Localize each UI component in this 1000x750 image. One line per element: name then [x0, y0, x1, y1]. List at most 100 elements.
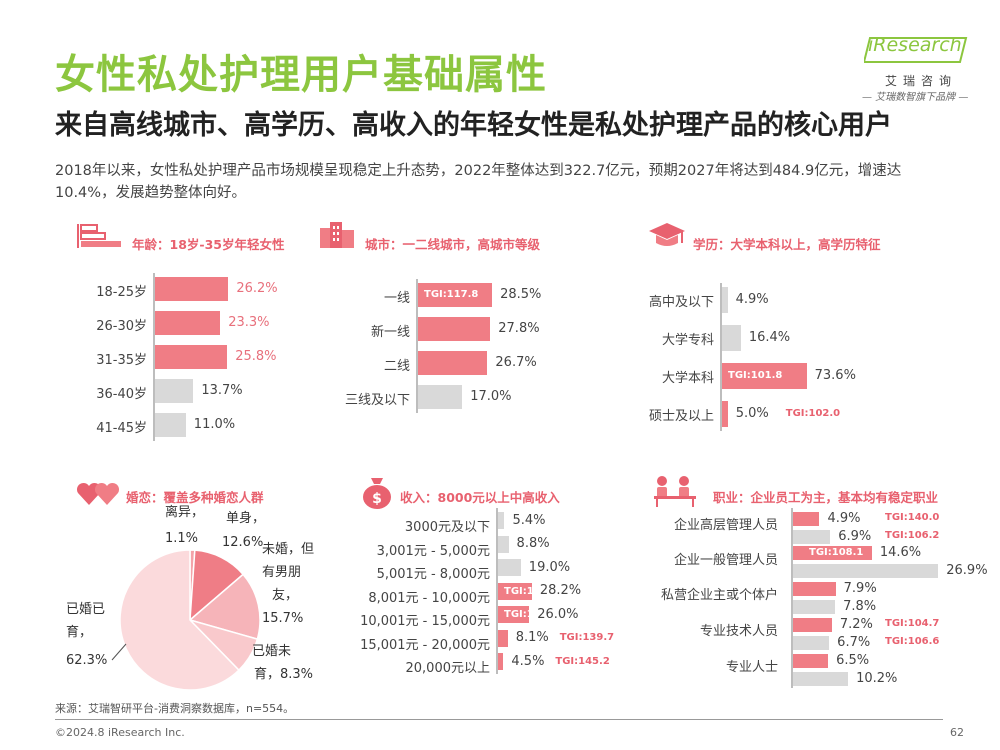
pie-label-bf-value: 15.7% — [262, 611, 304, 626]
office-workers-icon — [654, 476, 696, 507]
bar — [418, 317, 491, 341]
bar-value: 8.8% — [516, 536, 550, 551]
bar-value: 8.1% — [515, 630, 549, 645]
axis-line — [791, 508, 793, 688]
svg-text:$: $ — [372, 491, 382, 507]
pie-label-divorced-name: 离异， — [165, 505, 205, 520]
bar-value: 13.7% — [201, 383, 243, 398]
job-label: 专业人士 — [725, 660, 778, 675]
graduation-cap-icon — [649, 223, 685, 246]
tgi-label: TGI:117.8 — [424, 289, 479, 300]
tgi-label: TGI:116.5 — [504, 585, 559, 597]
bar — [498, 512, 505, 529]
bar-label: 10,001元 - 15,000元 — [360, 614, 490, 629]
job-value: 6.7% — [837, 635, 871, 650]
job-label: 专业技术人员 — [699, 624, 778, 639]
axis-line — [496, 508, 498, 674]
bar — [155, 345, 228, 369]
age-icon — [77, 224, 121, 248]
bar-value: 5.4% — [512, 512, 546, 528]
footer-divider — [55, 719, 943, 720]
bar — [155, 379, 194, 403]
pie-label-single-value: 12.6% — [222, 535, 264, 550]
bar-value: 28.5% — [500, 287, 542, 302]
marriage-pie-chart — [120, 549, 261, 691]
bar: TGI:117.8 — [418, 283, 493, 307]
bar — [155, 311, 221, 335]
tgi-label-outside: TGI:140.0 — [885, 512, 940, 523]
bar-value: 4.9% — [735, 292, 769, 307]
bar-value: 4.5% — [511, 653, 545, 669]
job-bar — [793, 582, 836, 596]
income-title: 收入：8000元以上中高收入 — [400, 490, 560, 505]
bar — [498, 535, 509, 553]
bar: TGI:116.5 — [498, 582, 558, 600]
footer-copyright: ©2024.8 iResearch Inc. — [55, 726, 185, 739]
pie-label-single-name: 单身， — [226, 511, 266, 526]
bar-label: 大学本科 — [661, 371, 714, 386]
tgi-label-outside: TGI:104.7 — [885, 618, 940, 629]
job-bar — [793, 512, 820, 526]
hearts-icon — [76, 482, 120, 505]
pie-slice — [188, 573, 261, 641]
tgi-label: TGI:101.8 — [728, 370, 783, 381]
bar — [498, 653, 504, 670]
pie-label-married-nokids: 已婚未 育，8.3% — [250, 642, 313, 685]
job-value: 10.2% — [856, 671, 898, 686]
job-title: 职业：企业员工为主，基本均有稳定职业 — [713, 490, 939, 505]
bar-value: 26.0% — [537, 606, 579, 622]
bar-label: 20,000元以上 — [405, 661, 491, 676]
pie-label-mk-line1: 已婚已 — [66, 602, 106, 617]
axis-line — [720, 283, 722, 431]
pie-label-bf-line3: 友， — [272, 588, 299, 603]
tgi-label-outside: TGI:106.2 — [885, 530, 940, 541]
bar-label: 5,001元 - 8,000元 — [376, 567, 490, 582]
job-value: 7.8% — [843, 599, 877, 614]
job-bar — [793, 530, 831, 544]
bar — [155, 413, 186, 437]
tgi-label: TGI:108.1 — [809, 547, 864, 558]
bar — [418, 351, 488, 375]
bar — [722, 287, 728, 313]
pie-label-divorced-value: 1.1% — [165, 531, 199, 546]
age-title: 年龄：18岁-35岁年轻女性 — [132, 237, 285, 252]
bar-value: 5.0% — [735, 406, 769, 421]
job-bar — [793, 654, 829, 668]
job-bar — [793, 672, 849, 686]
axis-line — [416, 279, 418, 413]
pie-leader-line — [111, 643, 127, 661]
job-value: 7.2% — [839, 617, 873, 632]
bar-value: 17.0% — [470, 389, 512, 404]
job-bar: TGI:108.1 — [793, 546, 872, 560]
bar-value: 28.2% — [539, 583, 582, 598]
bar — [418, 385, 463, 409]
intro-text: 2018年以来，女性私处护理产品市场规模呈现稳定上升态势，2022年整体达到32… — [55, 163, 902, 201]
job-bar — [793, 600, 836, 614]
pie-label-bf-line1: 未婚，但 — [262, 542, 315, 557]
bar-value: 73.6% — [814, 368, 856, 383]
job-bar — [793, 618, 832, 632]
bar-label: 31-35岁 — [96, 353, 147, 368]
pie-label-single: 单身， 12.6% — [222, 509, 265, 553]
tgi-label-outside: TGI:145.2 — [555, 655, 610, 667]
bar-label: 三线及以下 — [344, 393, 410, 408]
page-number: 62 — [950, 726, 964, 739]
bar-label: 41-45岁 — [96, 421, 147, 436]
job-value: 4.9% — [827, 511, 861, 526]
job-value: 6.5% — [836, 653, 870, 668]
tgi-label: TGI:125.0 — [504, 609, 559, 620]
marriage-title: 婚恋：覆盖多种婚恋人群 — [126, 490, 264, 505]
logo-sub: — 艾瑞数智旗下品牌 — — [862, 92, 969, 103]
job-value: 26.9% — [946, 563, 988, 578]
bar-label: 3,001元 - 5,000元 — [376, 543, 490, 559]
bar-value: 19.0% — [528, 559, 571, 575]
axis-line — [153, 273, 155, 441]
bar-value: 25.8% — [235, 349, 277, 364]
bar: TGI:125.0 — [498, 606, 558, 623]
bar-value: 11.0% — [193, 417, 236, 432]
bar — [722, 401, 728, 427]
tgi-label-outside: TGI:139.7 — [559, 632, 615, 643]
city-title: 城市：一二线城市，高城市等级 — [365, 237, 541, 252]
pie-label-mnk-line2: 育，8.3% — [254, 667, 314, 682]
tgi-label-outside: TGI:106.6 — [885, 636, 940, 647]
